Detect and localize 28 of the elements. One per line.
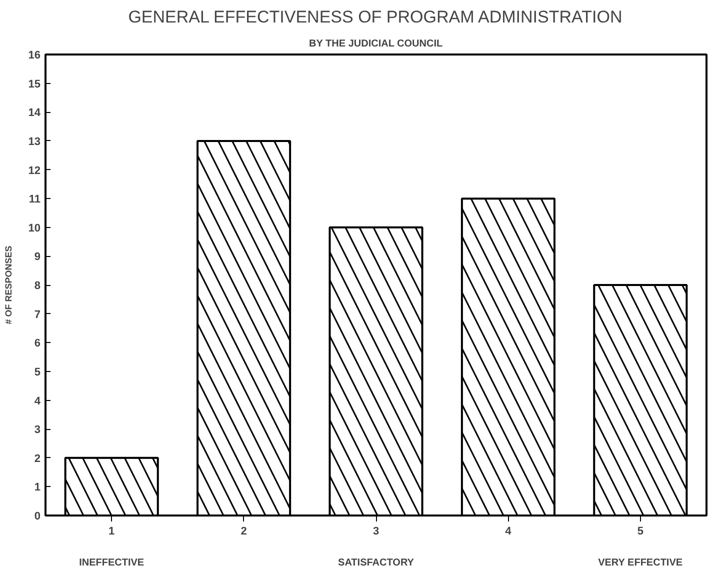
x-tick-label: 5 [637, 526, 644, 538]
chart-title: GENERAL EFFECTIVENESS OF PROGRAM ADMINISTRATION [128, 8, 622, 26]
y-tick-label: 0 [34, 510, 41, 522]
y-tick-label: 16 [28, 50, 41, 62]
y-tick-label: 4 [34, 395, 42, 408]
y-axis-title: # OF RESPONSES [3, 246, 14, 324]
x-tick-label: 2 [240, 526, 247, 538]
y-tick-label: 8 [34, 280, 41, 292]
text: INEFFECTIVE [79, 558, 144, 568]
x-tick-label: 1 [108, 526, 115, 538]
y-tick-label: 5 [34, 366, 41, 378]
text: SATISFACTORY [338, 558, 414, 568]
text: VERY EFFECTIVE [598, 558, 683, 568]
chart-subtitle: BY THE JUDICIAL COUNCIL [309, 38, 443, 50]
y-tick-label: 15 [28, 78, 41, 90]
y-tick-label: 12 [28, 164, 41, 177]
y-tick-label: 3 [34, 424, 41, 436]
y-tick-label: 2 [34, 452, 41, 465]
y-tick-label: 6 [34, 338, 41, 350]
y-tick-label: 10 [28, 222, 41, 234]
x-tick-label: 4 [505, 526, 512, 538]
y-tick-label: 11 [28, 194, 41, 206]
x-tick-label: 3 [372, 526, 380, 538]
y-tick-label: 13 [28, 136, 41, 148]
y-tick-label: 1 [34, 482, 41, 494]
y-tick-label: 14 [28, 107, 42, 120]
y-tick-label: 9 [34, 251, 41, 264]
y-tick-label: 7 [34, 308, 41, 321]
